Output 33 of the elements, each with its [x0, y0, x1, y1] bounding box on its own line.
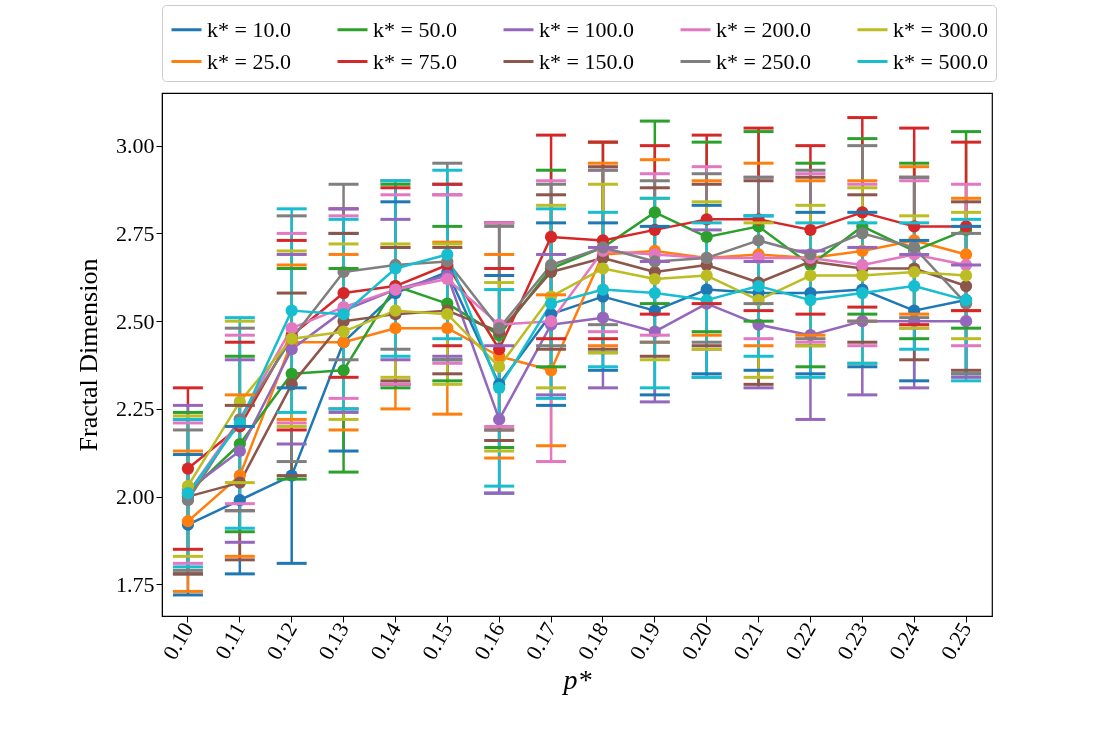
y-tick-label: 1.75 — [116, 571, 155, 597]
x-axis-title: p* — [561, 664, 592, 696]
x-tick-label: 0.22 — [779, 618, 821, 664]
legend-label: k* = 150.0 — [539, 48, 634, 74]
x-tick-label: 0.19 — [624, 618, 666, 664]
y-tick-label: 2.50 — [116, 308, 155, 334]
x-tick-label: 0.15 — [416, 618, 458, 664]
y-axis-title: Fractal Dimension — [74, 258, 103, 452]
x-tick-label: 0.14 — [364, 618, 406, 664]
y-tick-label: 2.25 — [116, 396, 155, 422]
x-tick-label: 0.12 — [261, 618, 303, 664]
x-tick-label: 0.11 — [209, 618, 251, 664]
x-tick-label: 0.13 — [313, 618, 354, 664]
legend-label: k* = 10.0 — [207, 16, 291, 42]
y-tick-label: 3.00 — [116, 133, 155, 159]
legend-label: k* = 300.0 — [893, 16, 988, 42]
legend-label: k* = 100.0 — [539, 16, 634, 42]
legend-label: k* = 25.0 — [207, 48, 291, 74]
x-tick-label: 0.23 — [831, 618, 873, 664]
legend-label: k* = 50.0 — [373, 16, 457, 42]
x-tick-label: 0.10 — [157, 618, 199, 664]
x-tick-label: 0.20 — [676, 618, 718, 664]
legend-label: k* = 250.0 — [716, 48, 811, 74]
y-tick-label: 2.75 — [116, 220, 155, 246]
legend-label: k* = 500.0 — [893, 48, 988, 74]
legend-label: k* = 200.0 — [716, 16, 811, 42]
x-tick-label: 0.16 — [468, 618, 510, 664]
x-tick-label: 0.18 — [572, 618, 614, 664]
x-tick-label: 0.21 — [728, 618, 769, 664]
x-tick-label: 0.24 — [883, 618, 925, 664]
x-tick-label: 0.25 — [935, 618, 977, 664]
y-tick-label: 2.00 — [116, 484, 155, 510]
legend-label: k* = 75.0 — [373, 48, 457, 74]
